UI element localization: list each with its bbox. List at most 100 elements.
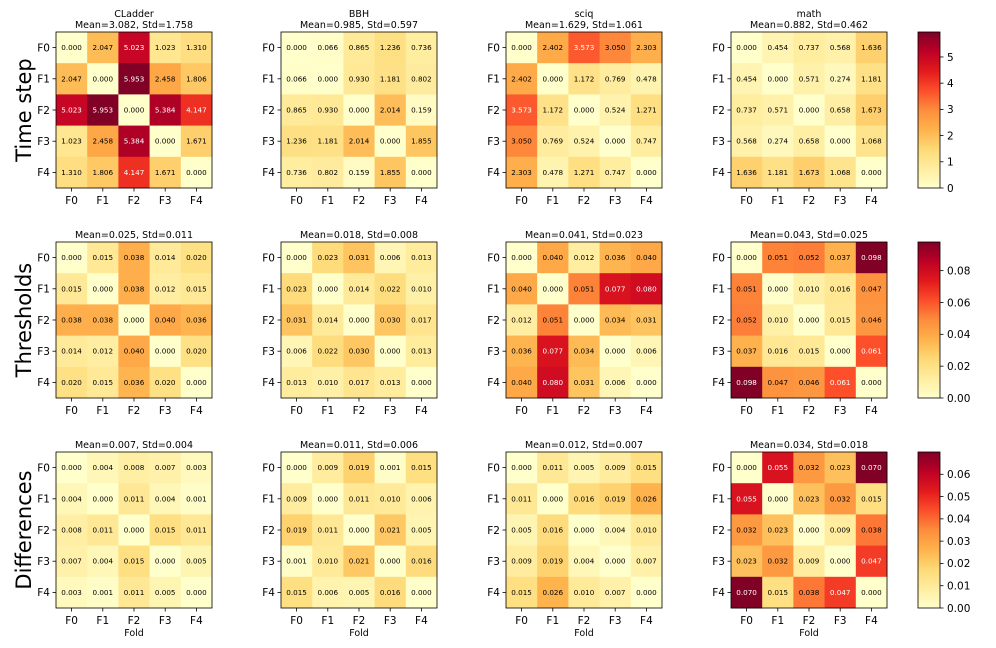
cell-value: 0.005 [186, 557, 207, 566]
heatmap-cell [630, 156, 663, 189]
heatmap-cell [824, 242, 857, 274]
y-tick-label: F1 [712, 494, 725, 506]
heatmap-cell [824, 94, 857, 127]
heatmap-cell [506, 32, 538, 64]
y-tick-label: F2 [37, 525, 50, 537]
heatmap-cell [630, 545, 663, 578]
cell-value: 0.524 [605, 106, 626, 115]
cell-value: 0.017 [349, 378, 370, 387]
cell-value: 1.310 [186, 43, 207, 52]
x-tick-label: F1 [321, 615, 334, 627]
y-tick-label: F2 [712, 105, 725, 117]
heatmap-cell [374, 304, 407, 337]
heatmap-cell [180, 94, 213, 127]
x-tick-label: F0 [740, 615, 753, 627]
heatmap-cell [374, 545, 407, 578]
cell-value: 0.802 [318, 168, 339, 177]
cell-value: 0.006 [286, 347, 307, 356]
heatmap-cell [281, 125, 313, 158]
heatmap-cell [824, 32, 857, 64]
heatmap-cell [824, 452, 857, 484]
cell-value: 1.673 [799, 168, 820, 177]
heatmap-cell [180, 483, 213, 515]
cell-value: 0.930 [349, 74, 370, 83]
heatmap-cell [762, 514, 794, 547]
x-tick-label: F2 [353, 615, 366, 627]
cell-value: 0.015 [93, 253, 114, 262]
heatmap-cell [118, 125, 151, 158]
y-tick-label: F1 [487, 284, 500, 296]
heatmap-cell [374, 452, 407, 484]
heatmap-panel-bbh: Mean=0.018, Std=0.008 0.000 0.023 0.031 0.00… [262, 230, 438, 417]
heatmap-cell [281, 514, 313, 547]
x-tick-label: F1 [546, 195, 559, 207]
colorbar-tick-label: 2 [947, 130, 954, 142]
heatmap-row-2: Differences Mean=0.007, Std=0.004 0.000 0.0… [12, 440, 971, 639]
heatmap-cell [180, 452, 213, 484]
heatmap-cell [731, 335, 763, 368]
cell-value: 0.000 [186, 588, 207, 597]
cell-value: 0.000 [861, 588, 882, 597]
heatmap-cell [374, 94, 407, 127]
heatmap-cell [537, 366, 569, 399]
cell-value: 0.038 [799, 588, 820, 597]
cell-value: 0.070 [736, 588, 757, 597]
heatmap-cell [762, 483, 794, 515]
heatmap-cell [149, 32, 182, 64]
heatmap-cell [281, 366, 313, 399]
cell-value: 0.571 [768, 106, 789, 115]
heatmap-row-1: Thresholds Mean=0.025, Std=0.011 0.000 0.01… [12, 230, 971, 417]
y-tick-label: F4 [712, 377, 725, 389]
cell-value: 0.010 [380, 494, 401, 503]
heatmap-cell [180, 545, 213, 578]
heatmap-cell [855, 366, 888, 399]
colorbar: 0.00 0.01 0.02 0.03 0.04 0.05 0.06 [917, 451, 971, 615]
heatmap-cell [568, 125, 601, 158]
colorbar-tick-label: 0.02 [947, 361, 970, 373]
heatmap-cell [312, 32, 344, 64]
cell-value: 0.051 [768, 253, 789, 262]
cell-value: 0.051 [574, 284, 595, 293]
x-tick-label: F0 [515, 195, 528, 207]
heatmap-cell [149, 156, 182, 189]
heatmap-cell [537, 273, 569, 305]
colorbar-tick-label: 0.00 [947, 393, 970, 405]
x-tick-label: F2 [128, 405, 141, 417]
heatmap-cell [56, 514, 88, 547]
cell-value: 0.015 [768, 588, 789, 597]
x-tick-label: F4 [415, 405, 428, 417]
cell-value: 0.038 [61, 316, 82, 325]
cell-value: 0.012 [511, 316, 532, 325]
cell-value: 0.015 [799, 347, 820, 356]
heatmap-cell [762, 94, 794, 127]
heatmap-cell [56, 452, 88, 484]
cell-value: 0.159 [349, 168, 370, 177]
heatmap-cell [731, 94, 763, 127]
heatmap-cell [56, 156, 88, 189]
cell-value: 0.736 [286, 168, 307, 177]
cell-value: 0.032 [736, 526, 757, 535]
heatmap-cell [87, 125, 119, 158]
cell-value: 0.010 [411, 284, 432, 293]
x-axis-label: Fold [799, 628, 819, 639]
heatmap-cell [180, 304, 213, 337]
heatmap-cell [281, 94, 313, 127]
cell-value: 0.000 [543, 284, 564, 293]
x-tick-label: F0 [740, 405, 753, 417]
panel-subtitle: Mean=0.018, Std=0.008 [300, 230, 418, 241]
x-tick-label: F4 [415, 195, 428, 207]
heatmap-cell [630, 125, 663, 158]
heatmap-cell [630, 273, 663, 305]
heatmap-cell [87, 32, 119, 64]
heatmap-cell [374, 483, 407, 515]
cell-value: 4.147 [186, 106, 207, 115]
heatmap-cell [118, 545, 151, 578]
cell-value: 0.015 [93, 378, 114, 387]
heatmap-cell [56, 576, 88, 609]
y-tick-label: F0 [487, 252, 500, 264]
cell-value: 0.000 [155, 137, 176, 146]
cell-value: 0.010 [636, 526, 657, 535]
y-tick-label: F3 [712, 346, 725, 358]
colorbar-tick-label: 0.08 [947, 265, 970, 277]
